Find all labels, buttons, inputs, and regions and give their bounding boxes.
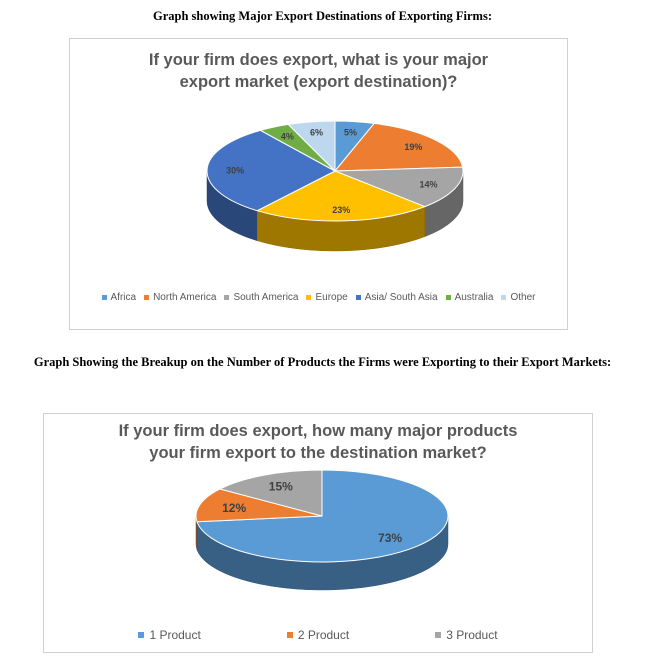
legend-label: North America (153, 292, 217, 303)
legend-label: Europe (315, 292, 348, 303)
legend-swatch (286, 632, 293, 638)
legend-label: Asia/ South Asia (364, 292, 438, 303)
chart-title-line-1: If your firm does export, what is your m… (148, 51, 489, 69)
pie-chart-products: 73% 12% 15% (195, 469, 449, 591)
data-label-other: 6% (310, 128, 323, 138)
chart-title-line-1: If your firm does export, how many major… (118, 422, 518, 440)
legend-swatch (101, 295, 107, 300)
legend-label: 1 Product (149, 628, 201, 642)
legend-item-europe: Europe (306, 292, 348, 303)
legend-label: Australia (454, 292, 494, 303)
data-label-north-america: 19% (404, 142, 422, 152)
legend-swatch (355, 295, 361, 300)
pie-slice-3-product (218, 469, 323, 517)
legend-item-other: Other (501, 292, 535, 303)
data-label-south-america: 14% (420, 180, 438, 190)
export-destination-chart: If your firm does export, what is your m… (69, 38, 568, 330)
pie-chart-export-destination: 5% 19% 14% 23% 30% 4% 6% (206, 120, 464, 252)
chart-title-line-2: your firm export to the destination mark… (149, 444, 487, 462)
pie-slice-asia-south-asia (206, 129, 337, 212)
legend-label: 2 Product (297, 628, 350, 642)
pie-slice-europe (255, 170, 427, 222)
data-label-asia-south-asia: 30% (226, 165, 244, 175)
legend-swatch (501, 295, 507, 300)
data-label-africa: 5% (344, 127, 357, 137)
legend-item-asia-south-asia: Asia/ South Asia (355, 292, 438, 303)
legend-item-2-product: 2 Product (286, 628, 350, 642)
legend-swatch (435, 632, 442, 638)
data-label-2-product: 12% (222, 501, 246, 515)
pie-slice-north-america (333, 122, 464, 172)
legend-label: Other (510, 292, 536, 303)
chart-title: If your firm does export, how many major… (44, 420, 592, 464)
pie-slice-other (287, 120, 336, 173)
legend-item-south-america: South America (224, 292, 298, 303)
products-count-chart: If your firm does export, how many major… (43, 413, 593, 653)
pie-slice-south-america (334, 166, 464, 208)
legend-swatch (138, 632, 145, 638)
chart-legend: Africa North America South America Europe As… (70, 292, 567, 303)
data-label-australia: 4% (281, 132, 294, 142)
graph-heading-export-destinations: Graph showing Major Export Destinations … (152, 9, 492, 23)
data-label-europe: 23% (332, 205, 350, 215)
legend-item-australia: Australia (445, 292, 494, 303)
legend-item-3-product: 3 Product (435, 628, 498, 642)
legend-item-africa: Africa (101, 292, 137, 303)
legend-swatch (306, 295, 312, 300)
legend-item-north-america: North America (144, 292, 216, 303)
legend-label: 3 Product (446, 628, 498, 642)
legend-label: Africa (110, 292, 137, 303)
legend-swatch (144, 295, 150, 300)
pie-slice-2-product (195, 488, 323, 523)
legend-label: South America (233, 292, 299, 303)
chart-title: If your firm does export, what is your m… (70, 49, 567, 93)
data-label-3-product: 15% (269, 479, 293, 493)
chart-legend: 1 Product 2 Product 3 Product (44, 628, 592, 642)
legend-item-1-product: 1 Product (138, 628, 201, 642)
legend-swatch (445, 295, 451, 300)
legend-swatch (224, 295, 230, 300)
chart-title-line-2: export market (export destination)? (179, 73, 458, 91)
graph-heading-products: Graph Showing the Breakup on the Number … (33, 355, 612, 369)
data-label-1-product: 73% (378, 531, 402, 545)
